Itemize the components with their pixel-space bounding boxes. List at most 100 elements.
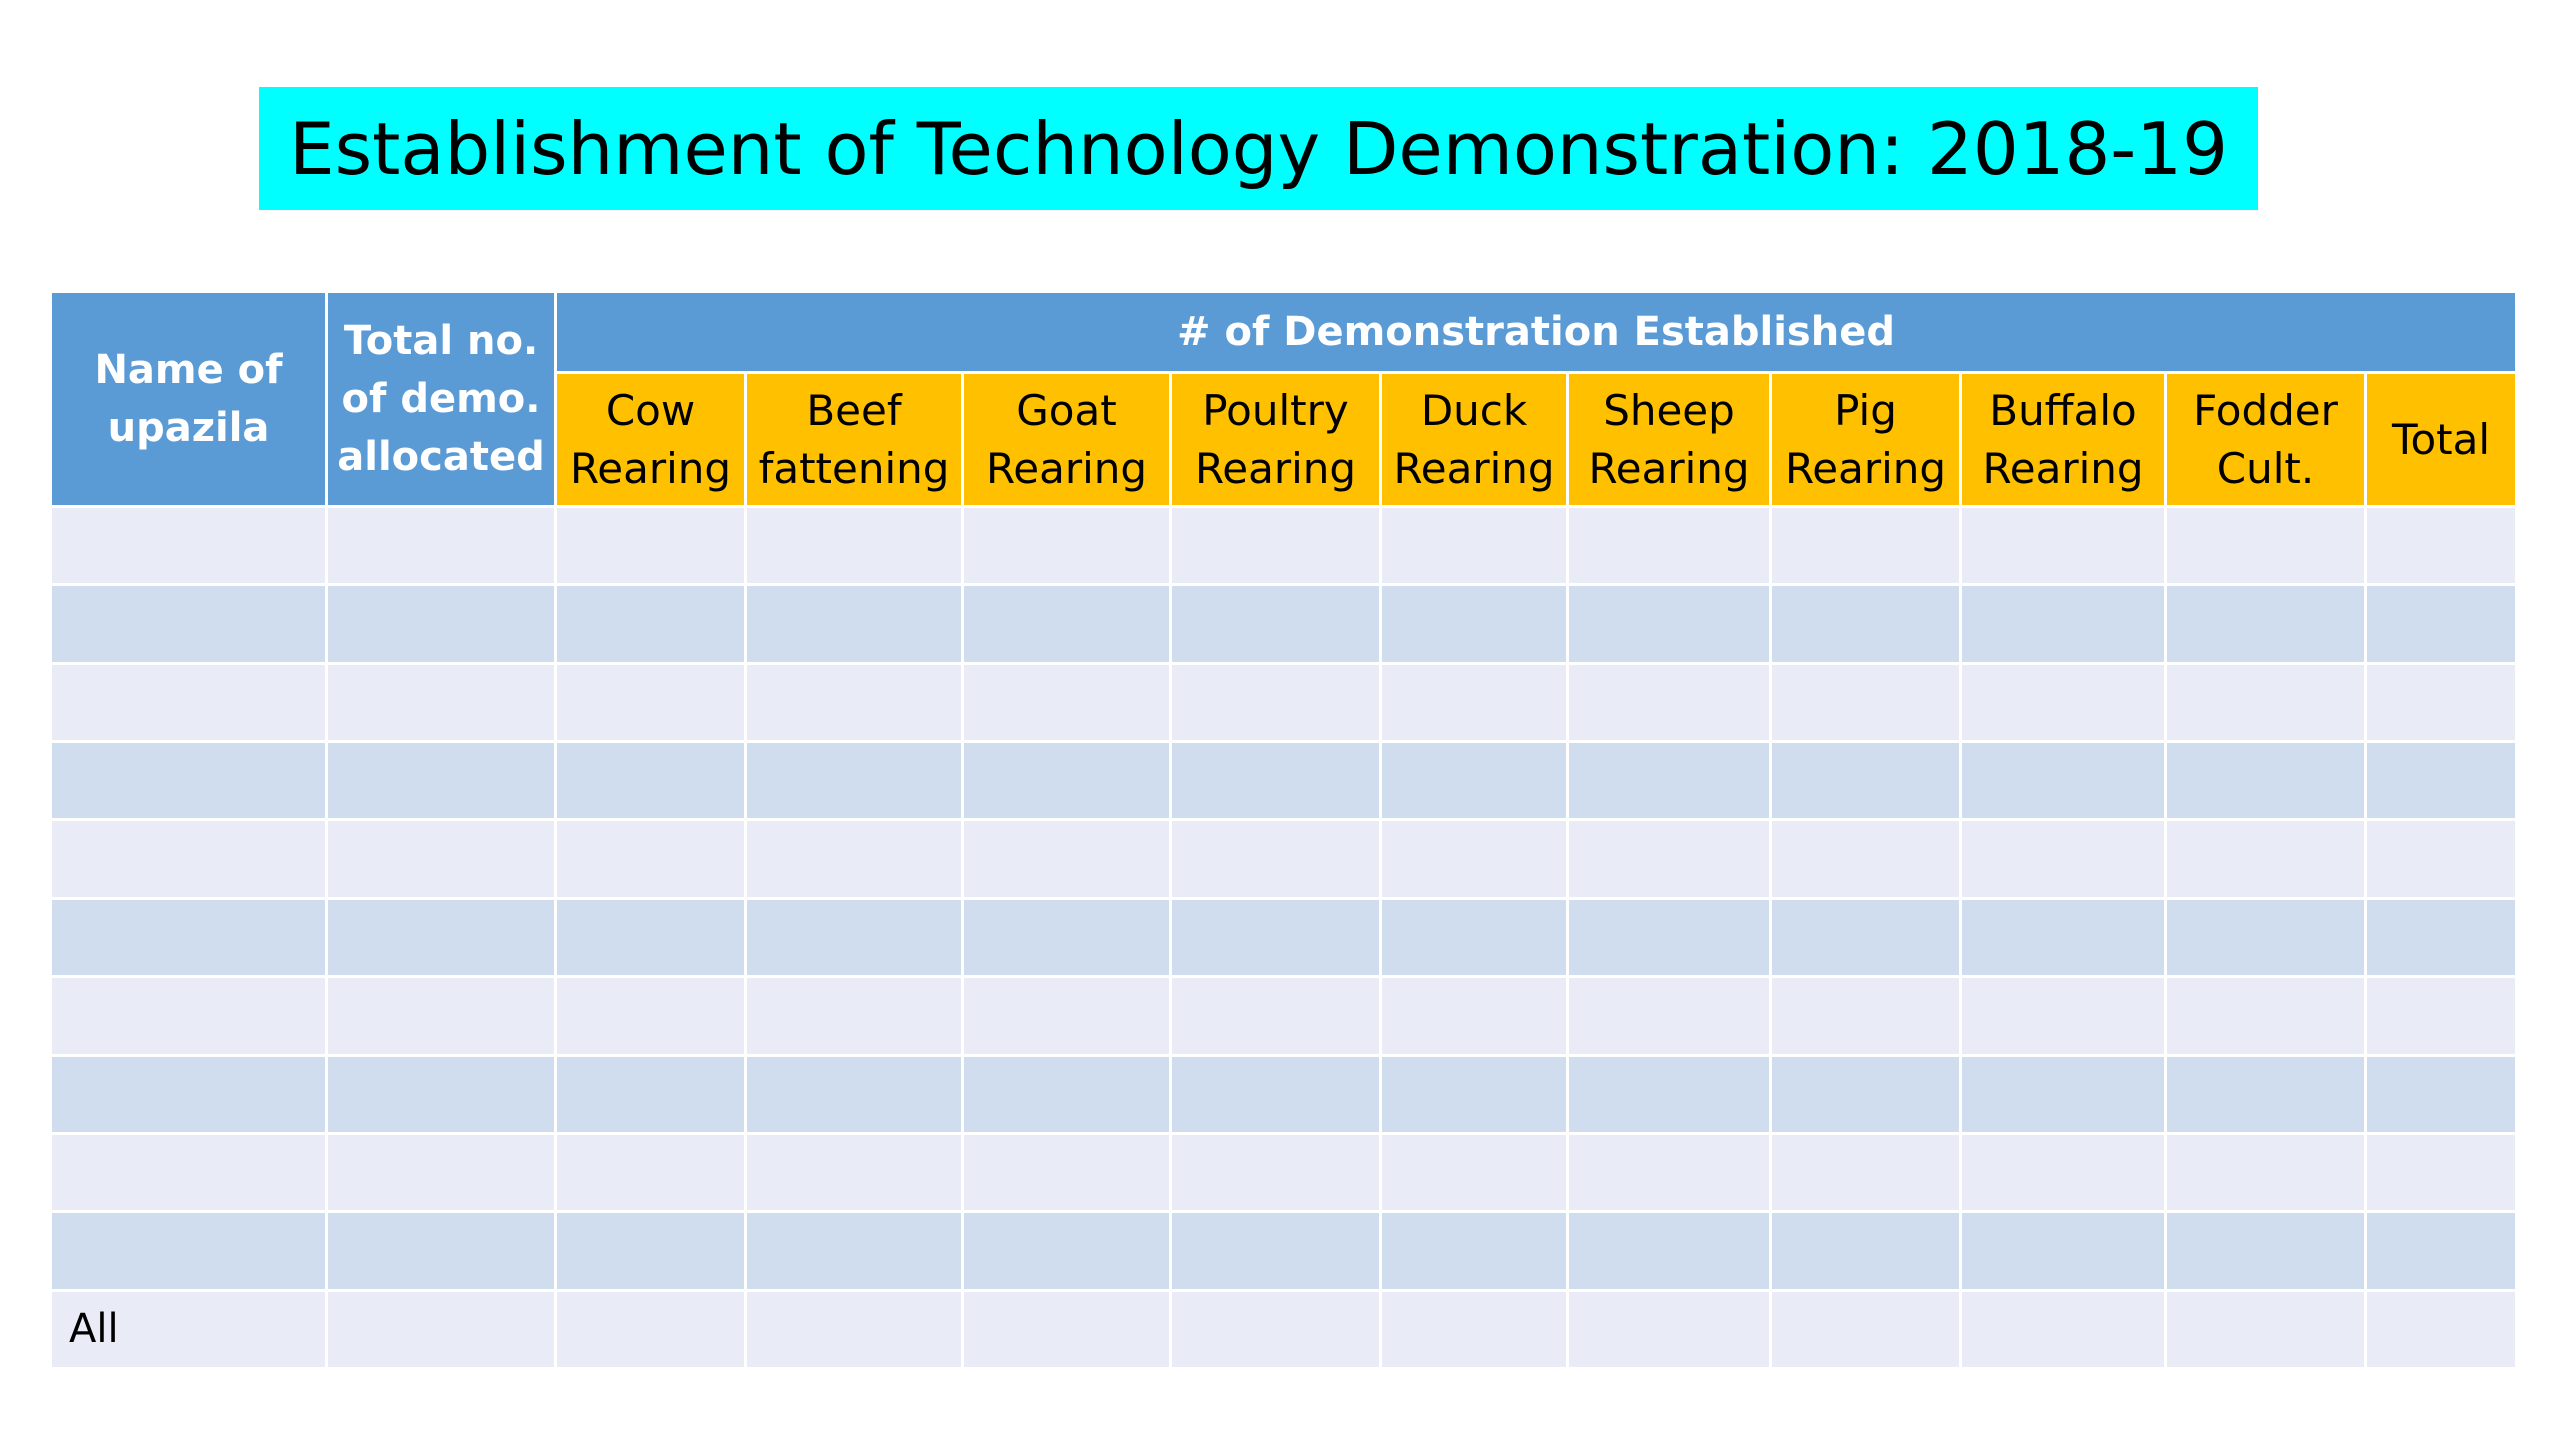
table-cell (1379, 1210, 1569, 1292)
table-cell (2364, 1131, 2518, 1214)
table-cell (2364, 1288, 2518, 1371)
table-cell (49, 1053, 328, 1135)
table-cell (1379, 504, 1569, 587)
subheader-line: Rearing (1393, 443, 1555, 493)
table-cell (554, 1131, 747, 1214)
subheader-column: Duck Rearing (1379, 371, 1569, 508)
table-cell (1769, 896, 1962, 979)
subheader-line: Rearing (1194, 443, 1357, 493)
table-cell (49, 583, 328, 665)
subheader-line: Cow (605, 385, 696, 435)
table-cell (2364, 661, 2518, 744)
table-cell (325, 896, 557, 979)
table-cell (744, 1131, 964, 1214)
subheader-line: Fodder (2193, 385, 2338, 435)
table-cell (2164, 740, 2367, 822)
table-cell (1959, 583, 2167, 665)
subheader-line: Rearing (569, 443, 732, 493)
table-cell (2164, 1288, 2367, 1371)
table-cell (744, 975, 964, 1057)
table-cell (2364, 583, 2518, 665)
subheader-line: Rearing (1588, 443, 1750, 493)
table-cell (1769, 1288, 1962, 1371)
table-cell (49, 1131, 328, 1214)
table-cell (1169, 661, 1382, 744)
table-row (49, 975, 2518, 1057)
table-cell (325, 504, 557, 587)
table-cell (1769, 504, 1962, 587)
table-cell (2164, 583, 2367, 665)
header-name-of-upazila: Name of upazila (49, 290, 328, 508)
subheader-line: Rearing (1784, 443, 1947, 493)
table-row (49, 661, 2518, 744)
table-cell (744, 1210, 964, 1292)
table-cell (1959, 975, 2167, 1057)
table-row (49, 1210, 2518, 1292)
table-cell (554, 583, 747, 665)
table-cell (1169, 1288, 1382, 1371)
table-cell (961, 1053, 1172, 1135)
table-cell (1959, 1210, 2167, 1292)
table-row (49, 504, 2518, 587)
table-row (49, 896, 2518, 979)
table-row (49, 583, 2518, 665)
table-cell (1959, 1131, 2167, 1214)
table-cell (1566, 504, 1772, 587)
table-cell (1566, 1288, 1772, 1371)
table-cell (1169, 818, 1382, 900)
table-cell (325, 1288, 557, 1371)
subheader-line: Poultry (1202, 385, 1349, 435)
table-cell (2164, 504, 2367, 587)
table-cell (744, 1288, 964, 1371)
table-cell (2364, 896, 2518, 979)
table-cell (1169, 975, 1382, 1057)
table-cell (1169, 1053, 1382, 1135)
table-row (49, 1053, 2518, 1135)
table-cell (1566, 583, 1772, 665)
table-cell (1769, 818, 1962, 900)
subheader-line: Goat (1016, 385, 1117, 435)
table-cell (1566, 818, 1772, 900)
table-cell (1379, 661, 1569, 744)
table-cell (49, 1210, 328, 1292)
header-demonstration-established: # of Demonstration Established (554, 290, 2518, 374)
header-total-allocated: Total no. of demo. allocated (325, 290, 557, 508)
table-cell (1959, 1053, 2167, 1135)
table-cell (1959, 818, 2167, 900)
subheader-line: Pig (1834, 385, 1897, 435)
table-cell (325, 1210, 557, 1292)
table-cell (2364, 1053, 2518, 1135)
subheader-column: Cow Rearing (554, 371, 747, 508)
header-total-line-1: Total no. (343, 318, 539, 364)
table-cell (2164, 1210, 2367, 1292)
subheader-column: Pig Rearing (1769, 371, 1962, 508)
table-cell (554, 975, 747, 1057)
subheader-column: Buffalo Rearing (1959, 371, 2167, 508)
table-cell (744, 504, 964, 587)
table-cell (554, 896, 747, 979)
table-cell (1959, 661, 2167, 744)
footer-all-label: All (49, 1288, 328, 1371)
table-cell (1379, 975, 1569, 1057)
table-cell (554, 818, 747, 900)
table-cell (1379, 1053, 1569, 1135)
table-cell (744, 896, 964, 979)
table-cell (961, 896, 1172, 979)
table-cell (2364, 1210, 2518, 1292)
table-cell (744, 661, 964, 744)
subheader-column: Poultry Rearing (1169, 371, 1382, 508)
table-cell (2364, 818, 2518, 900)
table-cell (2164, 818, 2367, 900)
subheader-line: Rearing (1982, 443, 2144, 493)
demonstration-table: Name of upazila Total no. of demo. alloc… (49, 290, 2518, 1371)
table-row (49, 1131, 2518, 1214)
table-cell (1379, 818, 1569, 900)
table-cell (1169, 504, 1382, 587)
table-cell (744, 1053, 964, 1135)
table-cell (1169, 1210, 1382, 1292)
table-cell (1769, 583, 1962, 665)
table-cell (325, 975, 557, 1057)
table-cell (554, 1210, 747, 1292)
table-cell (1379, 1131, 1569, 1214)
table-cell (49, 504, 328, 587)
